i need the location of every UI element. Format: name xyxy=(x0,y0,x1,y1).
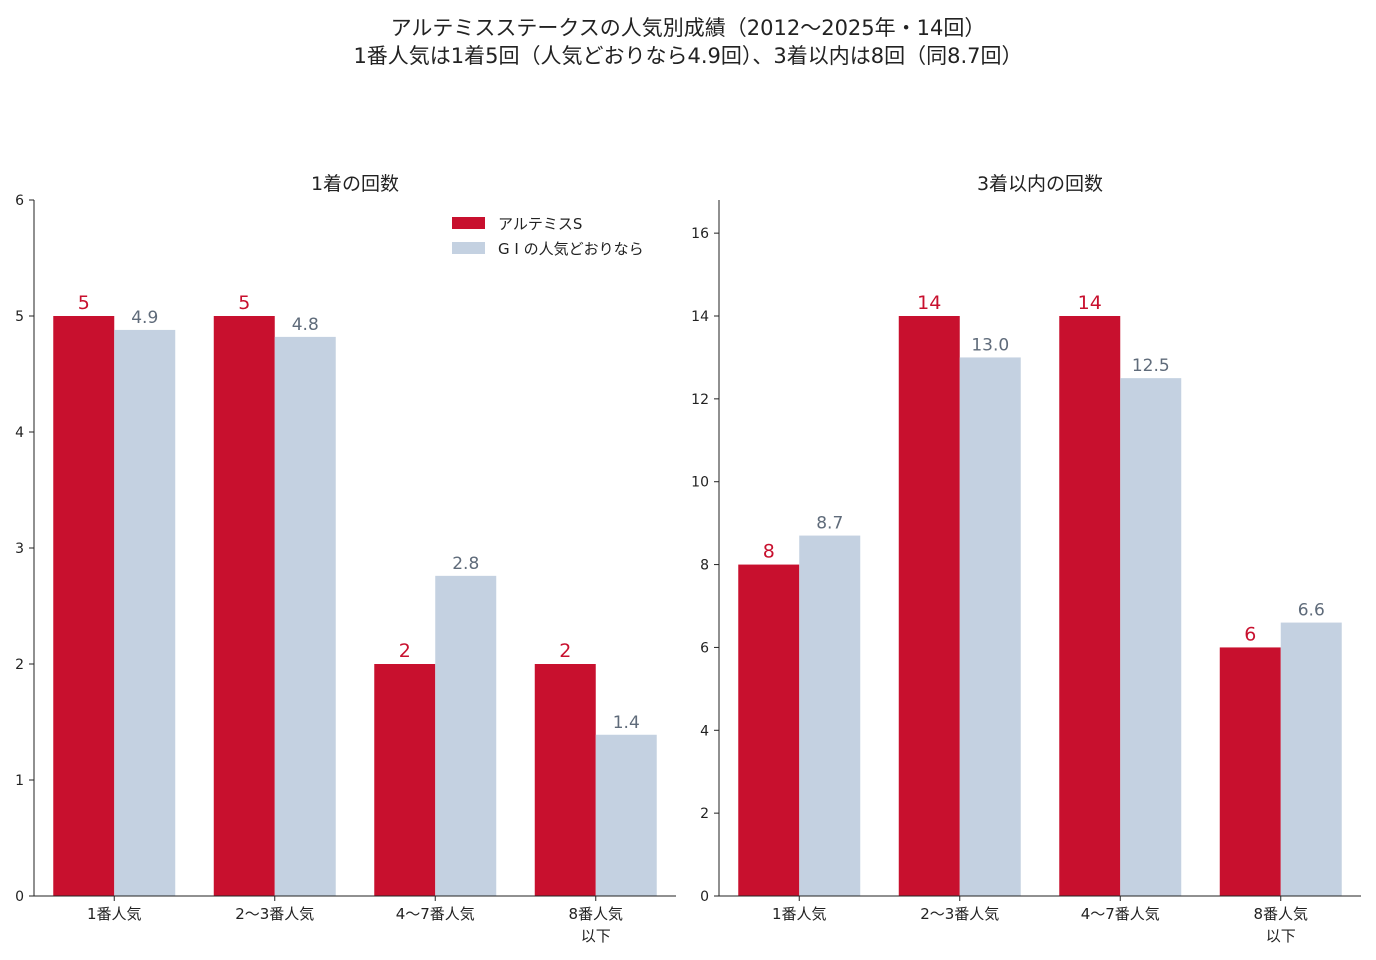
x-tick-label: 8番人気 xyxy=(568,905,623,923)
figure-title-line2: 1番人気は1着5回（人気どおりなら4.9回）、3着以内は8回（同8.7回） xyxy=(353,44,1022,68)
value-label-artemis: 8 xyxy=(763,541,775,563)
value-label-artemis: 5 xyxy=(238,292,250,314)
legend-label-artemis: アルテミスS xyxy=(498,215,582,233)
x-tick-label: 2〜3番人気 xyxy=(920,905,999,923)
value-label-expected: 1.4 xyxy=(613,713,640,733)
panel-title: 1着の回数 xyxy=(311,173,399,195)
y-tick-label: 4 xyxy=(700,723,709,739)
legend-label-expected: G I の人気どおりなら xyxy=(498,240,644,258)
x-tick-label: 2〜3番人気 xyxy=(235,905,314,923)
bar-artemis xyxy=(1219,647,1281,896)
value-label-expected: 4.8 xyxy=(292,315,319,335)
bar-expected xyxy=(435,575,497,896)
bar-artemis xyxy=(53,316,115,896)
x-tick-label: 8番人気 xyxy=(1253,905,1308,923)
value-label-artemis: 6 xyxy=(1244,623,1256,645)
x-tick-label: 以下 xyxy=(581,927,611,945)
y-tick-label: 5 xyxy=(15,309,24,325)
y-tick-label: 1 xyxy=(15,773,24,789)
y-tick-label: 3 xyxy=(15,541,24,557)
value-label-artemis: 5 xyxy=(78,292,90,314)
value-label-expected: 12.5 xyxy=(1132,356,1170,376)
x-tick-label: 4〜7番人気 xyxy=(1081,905,1160,923)
y-tick-label: 10 xyxy=(691,475,709,491)
y-tick-label: 14 xyxy=(691,309,709,325)
y-tick-label: 2 xyxy=(700,806,709,822)
y-tick-label: 12 xyxy=(691,392,709,408)
value-label-expected: 8.7 xyxy=(816,514,843,534)
value-label-artemis: 14 xyxy=(917,292,941,314)
bar-expected xyxy=(114,329,176,896)
y-tick-label: 16 xyxy=(691,226,709,242)
value-label-expected: 4.9 xyxy=(131,308,158,328)
x-tick-label: 4〜7番人気 xyxy=(396,905,475,923)
bar-artemis xyxy=(738,564,800,896)
y-tick-label: 4 xyxy=(15,425,24,441)
bar-expected xyxy=(1120,378,1182,897)
legend-swatch-artemis xyxy=(452,217,485,229)
bar-artemis xyxy=(898,316,960,896)
bar-artemis xyxy=(1059,316,1121,896)
y-tick-label: 0 xyxy=(700,889,709,905)
x-tick-label: 以下 xyxy=(1266,927,1296,945)
legend-swatch-expected xyxy=(452,242,485,254)
y-tick-label: 2 xyxy=(15,657,24,673)
value-label-artemis: 14 xyxy=(1078,292,1102,314)
panel-first-place: 1着の回数 5 5 2 2 4.9 4.8 2.8 1.4 0 1 2 3 4 5 6 1番人気 2〜3番人気 4〜… xyxy=(15,173,676,945)
y-tick-label: 6 xyxy=(700,640,709,656)
bar-expected xyxy=(595,734,657,896)
y-tick-label: 6 xyxy=(15,193,24,209)
value-label-expected: 13.0 xyxy=(971,335,1009,355)
panel-top-three: 3着以内の回数 8 14 14 6 8.7 13.0 12.5 6.6 0 2 4 6 8 10 12 14 16… xyxy=(691,173,1361,945)
y-tick-label: 8 xyxy=(700,558,709,574)
bar-expected xyxy=(799,535,861,896)
bar-artemis xyxy=(213,316,275,896)
value-label-artemis: 2 xyxy=(399,640,411,662)
bar-expected xyxy=(1280,622,1342,896)
panel-title: 3着以内の回数 xyxy=(977,173,1103,195)
value-label-expected: 6.6 xyxy=(1298,601,1325,621)
bar-artemis xyxy=(374,664,436,896)
y-tick-label: 0 xyxy=(15,889,24,905)
bar-expected xyxy=(274,336,336,896)
figure-title-line1: アルテミスステークスの人気別成績（2012〜2025年・14回） xyxy=(391,16,986,40)
value-label-expected: 2.8 xyxy=(452,554,479,574)
x-tick-label: 1番人気 xyxy=(772,905,827,923)
bar-artemis xyxy=(534,664,596,896)
bar-expected xyxy=(959,357,1021,896)
value-label-artemis: 2 xyxy=(559,640,571,662)
x-tick-label: 1番人気 xyxy=(87,905,142,923)
